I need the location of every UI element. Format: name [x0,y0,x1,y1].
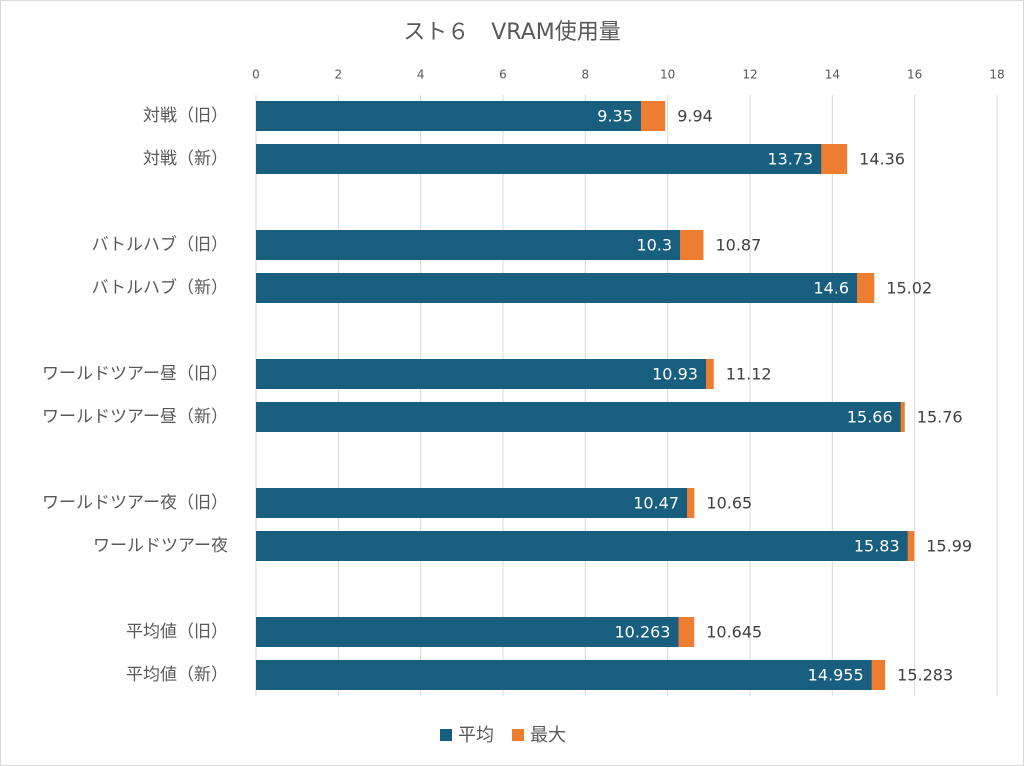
bar [256,144,822,174]
bar [256,402,901,432]
data-label: 15.76 [917,408,963,427]
data-label: 9.94 [677,107,713,126]
bar [256,273,858,303]
bar [256,101,641,131]
y-tick-label: ワールドツアー夜 [93,536,228,556]
data-label: 9.35 [597,107,633,126]
data-label: 14.6 [813,279,849,298]
bar [256,230,681,260]
data-label: 14.955 [808,666,864,685]
legend-swatch [440,729,452,741]
data-label: 15.83 [854,537,900,556]
x-tick-label: 14 [825,68,840,82]
y-tick-label: ワールドツアー昼（新） [42,407,228,427]
x-tick-label: 18 [989,68,1004,82]
x-tick-label: 6 [499,68,507,82]
bar [256,488,688,518]
x-tick-label: 16 [907,68,922,82]
chart-title: スト６ VRAM使用量 [403,20,620,45]
x-tick-label: 10 [660,68,675,82]
bar [256,660,872,690]
legend-swatch [512,729,524,741]
data-label: 10.93 [652,365,698,384]
y-tick-label: バトルハブ（旧） [91,234,228,255]
x-tick-label: 2 [335,68,343,82]
y-tick-label: 対戦（新） [143,149,228,169]
data-label: 15.66 [847,408,893,427]
x-tick-label: 0 [252,68,260,82]
y-tick-label: ワールドツアー昼（旧） [42,364,228,384]
data-label: 11.12 [726,365,772,384]
y-tick-label: 対戦（旧） [143,106,228,126]
x-tick-label: 4 [417,68,425,82]
data-label: 10.263 [615,623,671,642]
data-label: 10.65 [706,494,752,513]
x-tick-label: 8 [582,68,590,82]
bar [256,617,679,647]
legend-label: 平均 [458,725,494,746]
y-tick-label: 平均値（旧） [126,622,228,642]
data-label: 10.3 [636,236,672,255]
data-label: 15.99 [926,537,972,556]
data-label: 10.47 [633,494,679,513]
data-label: 13.73 [767,150,813,169]
y-tick-label: バトルハブ（新） [91,277,228,298]
data-label: 15.283 [897,666,953,685]
data-label: 14.36 [859,150,905,169]
data-label: 10.645 [706,623,762,642]
data-label: 10.87 [715,236,761,255]
bar [256,531,908,561]
y-tick-label: ワールドツアー夜（旧） [42,493,228,513]
x-tick-label: 12 [742,68,757,82]
bar [256,359,706,389]
legend-label: 最大 [530,725,566,746]
data-label: 15.02 [886,279,932,298]
y-tick-label: 平均値（新） [126,665,228,685]
